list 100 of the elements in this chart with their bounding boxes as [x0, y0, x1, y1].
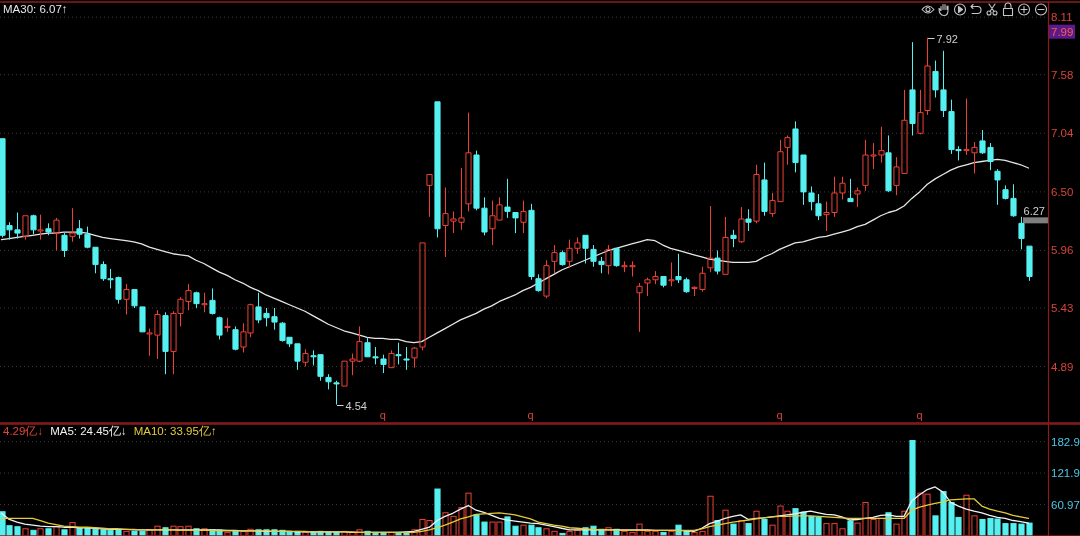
bar: [224, 531, 231, 536]
candlestick: [994, 168, 1001, 206]
candlestick: [131, 289, 138, 309]
bar: [738, 520, 745, 536]
x-tick-label: q: [776, 409, 783, 421]
candlestick: [551, 244, 558, 274]
candlestick: [1026, 245, 1033, 282]
candlestick: [61, 232, 68, 258]
y-tick-label: 7.04: [1051, 127, 1074, 140]
y-tick-label: 8.11: [1051, 11, 1073, 24]
candlestick: [69, 207, 76, 243]
x-tick-label: q: [527, 409, 534, 421]
candlestick: [582, 234, 589, 264]
bar: [30, 529, 37, 536]
annotation: 4.54: [345, 399, 367, 412]
candlestick: [1018, 216, 1025, 250]
candlestick: [37, 214, 44, 241]
candlestick: [885, 134, 892, 193]
y-tick-label: 182.9: [1051, 435, 1080, 448]
annotation: 6.27: [1023, 205, 1045, 218]
candlestick: [403, 346, 410, 371]
candlestick: [201, 292, 208, 313]
y-tick-label: 60.97: [1051, 498, 1080, 511]
bar: [61, 529, 68, 536]
candlestick: [636, 282, 643, 333]
candlestick: [162, 311, 169, 375]
candlestick: [139, 306, 146, 333]
candlestick: [722, 216, 729, 275]
bar: [232, 530, 239, 536]
candlestick: [333, 380, 340, 406]
bar: [123, 530, 130, 536]
candlestick: [847, 178, 854, 203]
text: MA10: 33.95亿↑: [133, 425, 217, 437]
candlestick: [660, 276, 667, 288]
bar: [909, 440, 916, 536]
candlestick: [388, 349, 395, 369]
annotation: 4.29亿↓: [3, 425, 44, 437]
bar: [730, 523, 737, 536]
candlestick: [761, 162, 768, 217]
bar: [745, 523, 752, 536]
candlestick: [216, 316, 223, 340]
candlestick: [232, 325, 239, 351]
candlestick: [714, 249, 721, 275]
bar: [520, 524, 527, 536]
candlestick: [738, 206, 745, 244]
candlestick: [924, 37, 931, 116]
annotation: 7.92: [936, 32, 958, 45]
candlestick: [535, 273, 542, 293]
bar: [753, 510, 760, 536]
bar: [45, 528, 52, 536]
candlestick: [512, 212, 519, 234]
candlestick: [520, 200, 527, 234]
bar: [761, 518, 768, 536]
text: MA30: 6.07↑: [3, 3, 68, 15]
candlestick: [209, 287, 216, 315]
candlestick: [559, 249, 566, 267]
bar: [722, 509, 729, 536]
y-tick-label: 4.89: [1051, 360, 1074, 373]
candlestick: [395, 342, 402, 365]
candlestick: [543, 259, 550, 299]
candlestick: [53, 217, 60, 251]
candlestick: [30, 214, 37, 235]
bar: [605, 527, 612, 536]
candlestick: [605, 244, 612, 275]
candlestick: [302, 348, 309, 368]
bar: [434, 488, 441, 536]
y-tick-label: 6.50: [1051, 185, 1074, 198]
bar: [201, 528, 208, 536]
candlestick: [784, 134, 791, 166]
candlestick: [528, 203, 535, 281]
candlestick: [753, 164, 760, 224]
candlestick: [730, 229, 737, 248]
bar: [847, 520, 854, 536]
candlestick: [465, 112, 472, 212]
candlestick: [504, 178, 511, 219]
bar: [37, 528, 44, 536]
candlestick: [745, 208, 752, 232]
candlestick: [325, 373, 332, 390]
candlestick: [45, 222, 52, 236]
candlestick: [224, 317, 231, 333]
y-tick-label: 7.58: [1051, 68, 1074, 81]
bar: [668, 530, 675, 536]
candlestick: [854, 187, 861, 208]
candlestick: [22, 215, 29, 241]
y-tick-label: 121.9: [1051, 467, 1080, 480]
text: MA5: 24.45亿↓: [50, 425, 127, 437]
candlestick: [613, 247, 620, 268]
candlestick: [668, 261, 675, 287]
bar: [53, 526, 60, 536]
candlestick: [123, 283, 130, 315]
bar: [69, 522, 76, 536]
x-tick-label: q: [379, 409, 386, 421]
y-tick-label: 5.96: [1051, 244, 1074, 257]
bar: [22, 528, 29, 536]
candlestick: [193, 291, 200, 309]
candlestick: [426, 174, 433, 218]
line-series: [0, 498, 1030, 534]
candlestick: [815, 193, 822, 221]
y-tick-label: 5.43: [1051, 301, 1074, 314]
x-tick-label: q: [916, 409, 923, 421]
